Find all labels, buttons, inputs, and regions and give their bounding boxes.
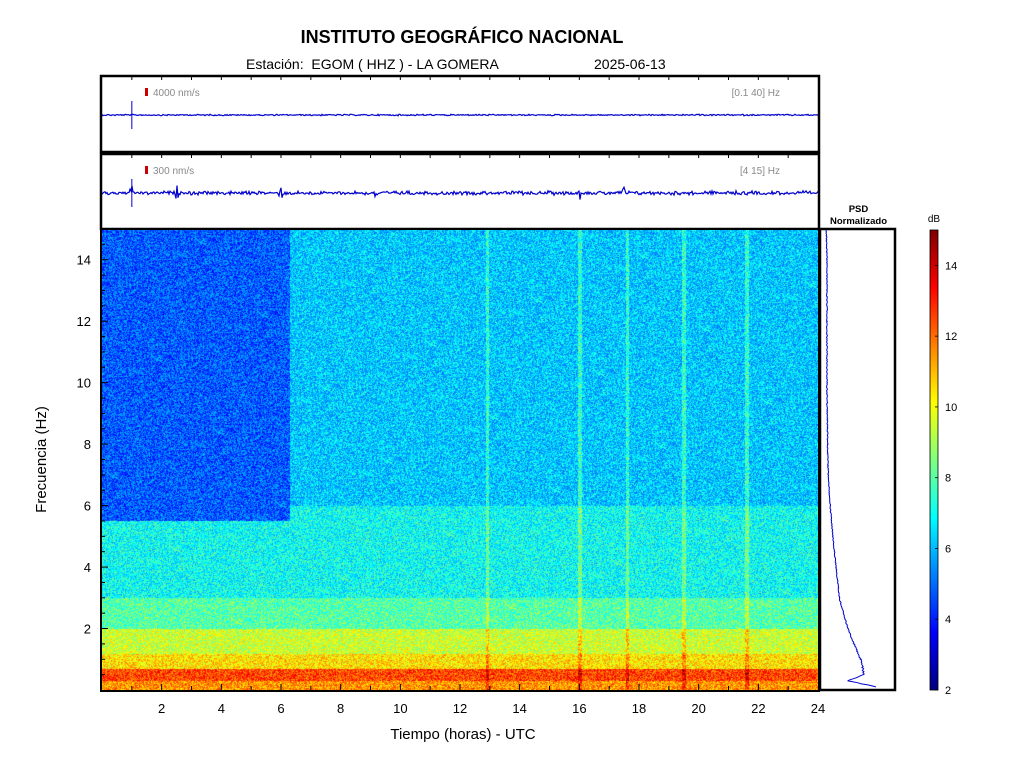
- x-axis-label: Tiempo (horas) - UTC: [390, 726, 535, 743]
- x-tick-label: 16: [572, 701, 586, 716]
- amplitude-scale-bar: [145, 166, 148, 174]
- x-tick-label: 24: [811, 701, 825, 716]
- station-prefix: Estación:: [246, 56, 304, 72]
- x-tick-label: 14: [512, 701, 526, 716]
- station-label: Estación: EGOM ( HHZ ) - LA GOMERA: [246, 56, 499, 72]
- colorbar-tick-label: 14: [945, 260, 957, 272]
- date-label: 2025-06-13: [594, 56, 666, 72]
- colorbar-tick-label: 4: [945, 614, 951, 626]
- amplitude-scale-bar: [145, 88, 148, 96]
- figure-title: INSTITUTO GEOGRÁFICO NACIONAL: [300, 27, 624, 47]
- psd-title-line: Normalizado: [830, 216, 887, 227]
- amplitude-scale-label: 300 nm/s: [153, 166, 194, 177]
- x-tick-label: 2: [158, 701, 165, 716]
- x-tick-label: 8: [337, 701, 344, 716]
- amplitude-scale-label: 4000 nm/s: [153, 88, 200, 99]
- y-tick-label: 12: [77, 314, 91, 329]
- spectrogram-heatmap: [102, 229, 818, 690]
- seismogram-trace: [101, 185, 819, 200]
- colorbar-tick-label: 6: [945, 543, 951, 555]
- station-name: EGOM ( HHZ ) - LA GOMERA: [311, 56, 499, 72]
- band-label: [0.1 40] Hz: [732, 88, 780, 99]
- colorbar-label: dB: [928, 214, 941, 225]
- x-tick-label: 22: [751, 701, 765, 716]
- psd-line: [825, 228, 877, 688]
- y-tick-label: 8: [84, 437, 91, 452]
- colorbar-tick-label: 12: [945, 331, 957, 343]
- y-tick-label: 4: [84, 560, 91, 575]
- colorbar-tick-label: 10: [945, 402, 957, 414]
- y-tick-label: 10: [77, 376, 91, 391]
- colorbar-tick-label: 2: [945, 685, 951, 697]
- colorbar-panel: 2 4 6 8 10 12 14 dB: [928, 214, 957, 697]
- x-tick-label: 20: [691, 701, 705, 716]
- band-label: [4 15] Hz: [740, 166, 780, 177]
- psd-frame: [818, 227, 897, 692]
- seismogram-trace: [101, 113, 819, 117]
- seismogram-filtered-panel: 300 nm/s [4 15] Hz: [99, 152, 821, 231]
- x-tick-label: 12: [453, 701, 467, 716]
- x-tick-label: 10: [393, 701, 407, 716]
- seismogram-broadband-panel: 4000 nm/s [0.1 40] Hz: [99, 74, 821, 154]
- x-tick-label: 6: [277, 701, 284, 716]
- y-tick-label: 2: [84, 622, 91, 637]
- y-tick-label: 14: [77, 253, 91, 268]
- colorbar-tick-label: 8: [945, 473, 951, 485]
- psd-title-line: PSD: [849, 204, 869, 215]
- y-axis-label: Frecuencia (Hz): [33, 406, 50, 513]
- x-tick-label: 18: [632, 701, 646, 716]
- y-tick-label: 6: [84, 499, 91, 514]
- x-tick-label: 4: [218, 701, 225, 716]
- colorbar-ramp: [929, 229, 939, 691]
